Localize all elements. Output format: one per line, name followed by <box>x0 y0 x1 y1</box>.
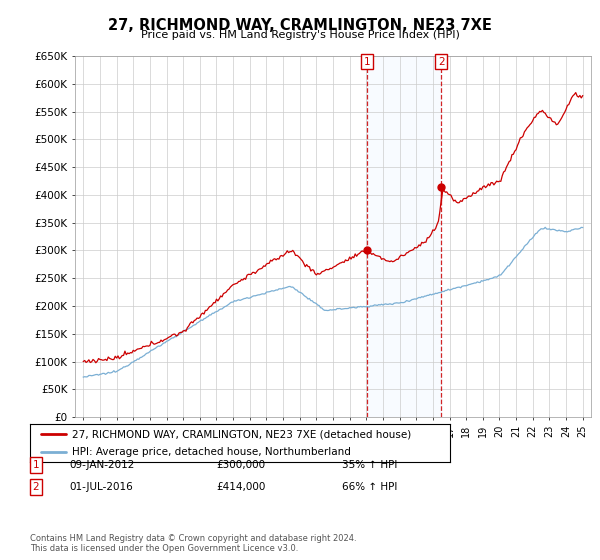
Text: Contains HM Land Registry data © Crown copyright and database right 2024.
This d: Contains HM Land Registry data © Crown c… <box>30 534 356 553</box>
Text: £300,000: £300,000 <box>216 460 265 470</box>
Text: 66% ↑ HPI: 66% ↑ HPI <box>342 482 397 492</box>
Text: 09-JAN-2012: 09-JAN-2012 <box>69 460 134 470</box>
Text: HPI: Average price, detached house, Northumberland: HPI: Average price, detached house, Nort… <box>72 447 351 457</box>
Text: £414,000: £414,000 <box>216 482 265 492</box>
Text: 2: 2 <box>32 482 40 492</box>
Text: 1: 1 <box>364 57 370 67</box>
Text: 01-JUL-2016: 01-JUL-2016 <box>69 482 133 492</box>
Text: 2: 2 <box>438 57 445 67</box>
Text: 1: 1 <box>32 460 40 470</box>
Text: Price paid vs. HM Land Registry's House Price Index (HPI): Price paid vs. HM Land Registry's House … <box>140 30 460 40</box>
Text: 27, RICHMOND WAY, CRAMLINGTON, NE23 7XE: 27, RICHMOND WAY, CRAMLINGTON, NE23 7XE <box>108 18 492 33</box>
Text: 35% ↑ HPI: 35% ↑ HPI <box>342 460 397 470</box>
Bar <box>367 56 441 417</box>
Text: 27, RICHMOND WAY, CRAMLINGTON, NE23 7XE (detached house): 27, RICHMOND WAY, CRAMLINGTON, NE23 7XE … <box>72 429 411 439</box>
